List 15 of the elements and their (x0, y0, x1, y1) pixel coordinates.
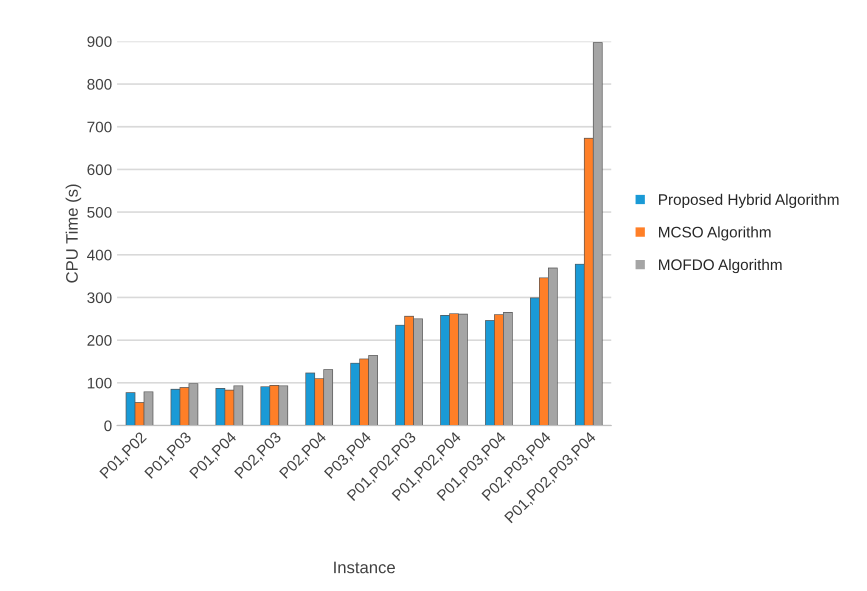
y-tick-label: 700 (87, 122, 112, 132)
legend-label: MOFDO Algorithm (659, 258, 782, 274)
legend-label: MCSO Algorithm (659, 226, 771, 241)
y-tick-label: 200 (87, 335, 112, 346)
y-tick-label: 0 (104, 420, 112, 432)
y-tick-label: 900 (87, 36, 112, 48)
legend-label: Proposed Hybrid Algorithm (659, 194, 838, 208)
y-tick-label: 500 (87, 206, 112, 218)
y-axis-title: CPU Time (s) (66, 184, 82, 283)
y-tick-label: 400 (87, 250, 112, 260)
y-tick-label: 100 (88, 378, 112, 389)
y-tick-label: 300 (87, 292, 112, 304)
x-axis-title: Instance (334, 562, 395, 574)
y-tick-label: 800 (87, 78, 112, 90)
y-tick-label: 600 (87, 164, 112, 176)
